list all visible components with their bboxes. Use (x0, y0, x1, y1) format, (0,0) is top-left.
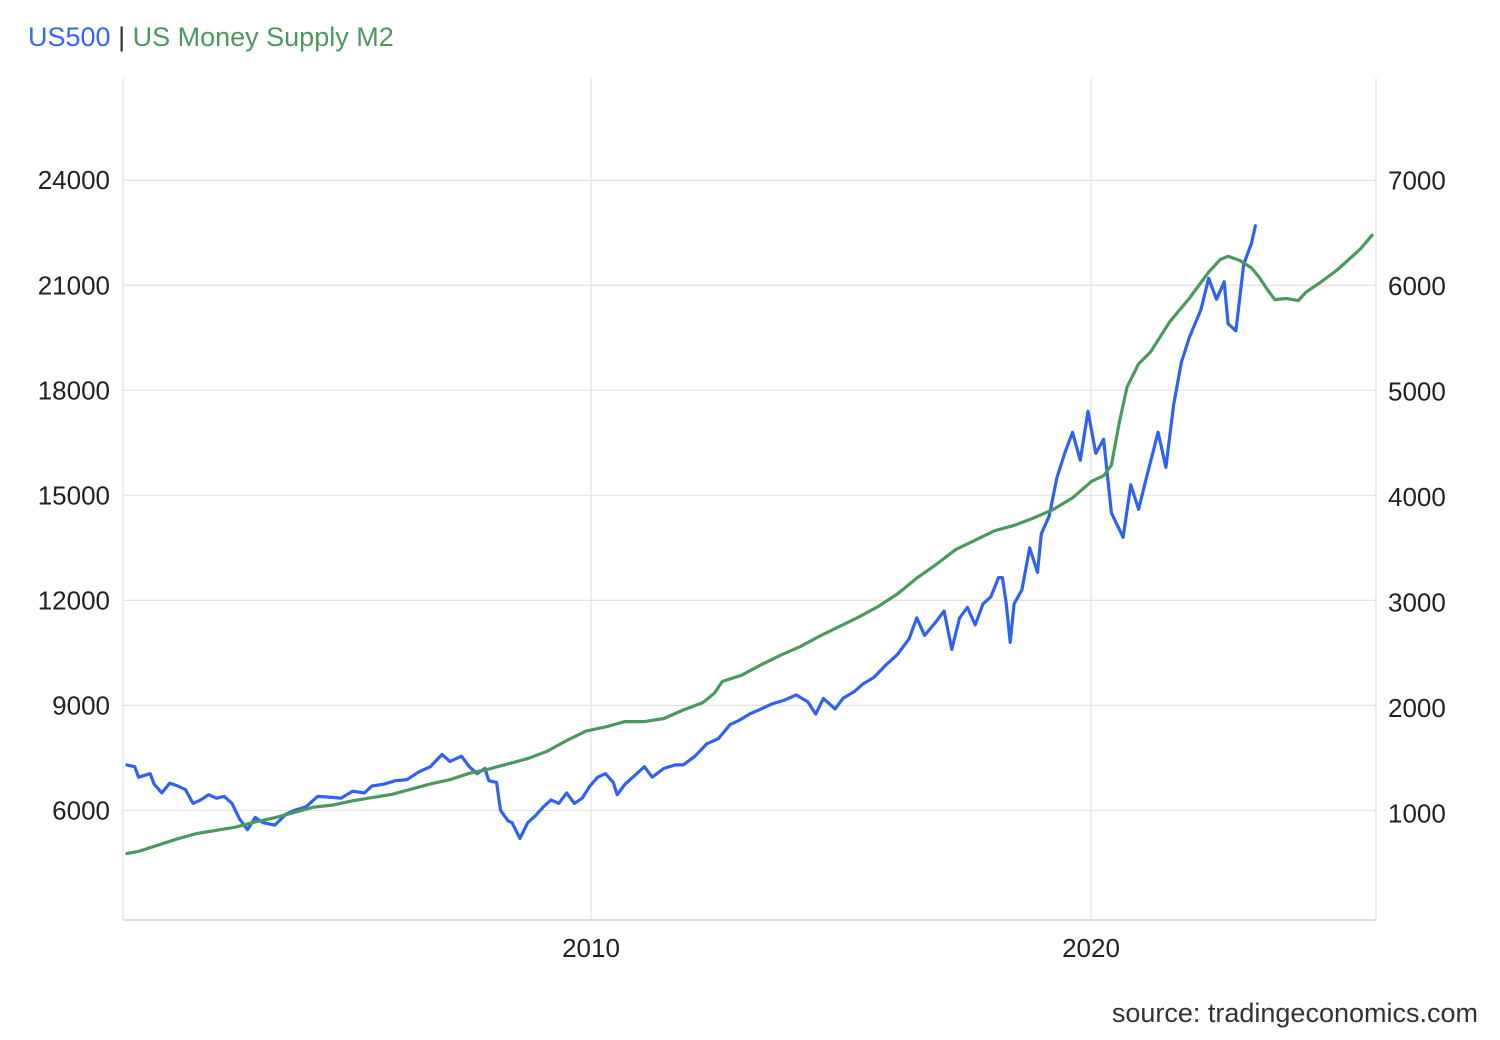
m2-series-line (125, 233, 1374, 856)
x-tick-label: 2020 (1062, 933, 1120, 963)
us500-series-line (125, 224, 1257, 840)
right-tick-label: 4000 (1388, 482, 1446, 512)
title-separator: | (118, 22, 126, 52)
title-m2: US Money Supply M2 (132, 22, 394, 52)
right-tick-label: 1000 (1388, 798, 1446, 828)
left-tick-label: 21000 (38, 270, 110, 300)
left-tick-label: 12000 (38, 585, 110, 615)
right-tick-label: 3000 (1388, 587, 1446, 617)
left-tick-label: 18000 (38, 375, 110, 405)
left-tick-label: 15000 (38, 480, 110, 510)
source-credit: source: tradingeconomics.com (1111, 998, 1478, 1028)
right-tick-label: 6000 (1388, 271, 1446, 301)
left-tick-label: 24000 (38, 165, 110, 195)
x-tick-label: 2010 (562, 933, 620, 963)
right-tick-label: 7000 (1388, 165, 1446, 195)
right-tick-label: 2000 (1388, 693, 1446, 723)
left-tick-label: 6000 (52, 795, 110, 825)
right-tick-label: 5000 (1388, 376, 1446, 406)
left-tick-label: 9000 (52, 690, 110, 720)
chart-title: US500 | US Money Supply M2 (28, 22, 394, 53)
title-us500: US500 (28, 22, 111, 52)
